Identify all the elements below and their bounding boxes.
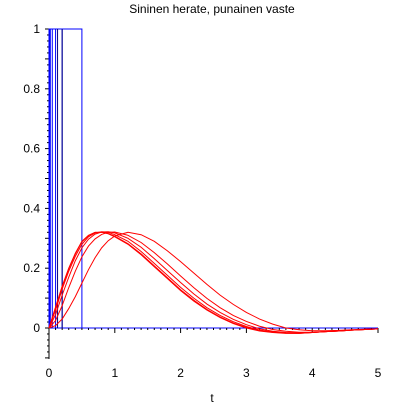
x-tick-label: 1 <box>111 366 118 380</box>
x-tick-label: 3 <box>243 366 250 380</box>
chart-title: Sininen herate, punainen vaste <box>129 2 295 16</box>
x-axis <box>48 327 379 333</box>
response-curve <box>48 231 379 332</box>
response-curve <box>48 231 379 333</box>
y-tick-label: 0 <box>33 321 40 335</box>
x-tick-label: 2 <box>177 366 184 380</box>
excitation-pulses <box>48 28 83 328</box>
y-tick-label: 0.6 <box>23 142 40 156</box>
excitation-pulse <box>48 28 83 328</box>
x-tick-labels: 0 1 2 3 4 5 <box>46 366 382 380</box>
y-tick-label: 1 <box>33 22 40 36</box>
x-tick-label: 5 <box>375 366 382 380</box>
x-tick-label: 0 <box>46 366 53 380</box>
x-tick-label: 4 <box>309 366 316 380</box>
response-curves <box>48 231 379 334</box>
y-tick-label: 0.2 <box>23 261 40 275</box>
y-tick-label: 0.4 <box>23 201 40 215</box>
y-tick-labels: 0 0.2 0.4 0.6 0.8 1 <box>23 22 40 335</box>
x-axis-label: t <box>210 391 214 405</box>
y-tick-label: 0.8 <box>23 82 40 96</box>
